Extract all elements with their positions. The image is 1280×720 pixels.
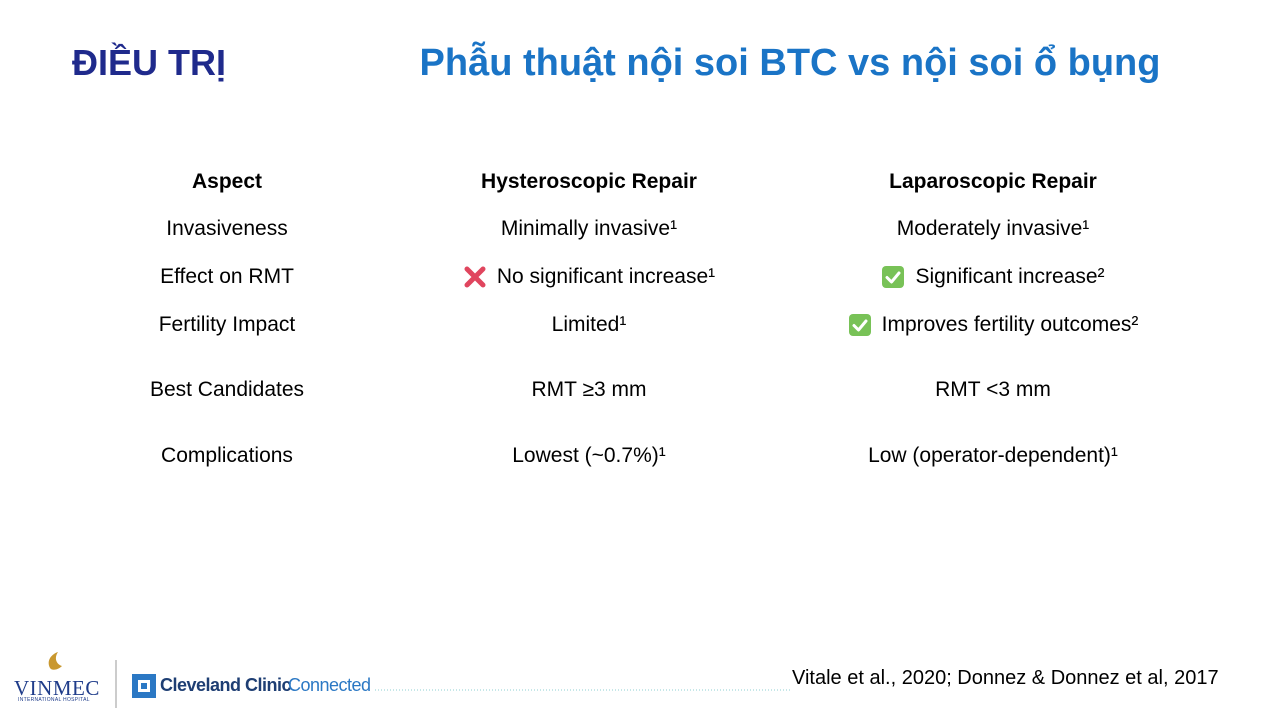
logo-text: Connected [288,675,371,695]
table-cell: Low (operator-dependent)¹ [868,444,1118,467]
table-cell-text: Improves fertility outcomes² [881,313,1139,336]
table-cell: Moderately invasive¹ [896,217,1090,240]
table-cell-text: Significant increase² [915,265,1105,288]
cleveland-emblem-core [141,683,147,689]
footer-decor [48,652,790,708]
column-header: Hysteroscopic Repair [481,170,697,193]
citation: Vitale et al., 2020; Donnez & Donnez et … [792,667,1219,689]
cross-icon [464,266,486,288]
table-cell: Best Candidates [149,378,305,401]
check-icon [882,266,905,288]
table-cell: Limited¹ [551,313,627,336]
table-cell: Minimally invasive¹ [500,217,678,240]
table-cell: RMT <3 mm [935,378,1051,401]
table-cell: Invasiveness [166,217,288,240]
logo-text: VINMEC [14,676,100,700]
vinmec-emblem [48,652,62,670]
table-cell-text: No significant increase¹ [496,265,716,288]
table-cell: RMT ≥3 mm [531,378,647,401]
table-cell: Improves fertility outcomes² [793,310,1193,340]
slide-subtitle: Phẫu thuật nội soi BTC vs nội soi ổ bụng [419,42,1161,84]
logo-text: Cleveland Clinic [160,675,292,695]
table-cell: Significant increase² [793,262,1193,292]
check-icon [848,314,871,336]
table-cell: Fertility Impact [158,313,296,336]
column-header: Laparoscopic Repair [889,170,1097,193]
table-cell: Lowest (~0.7%)¹ [512,444,666,467]
table-cell: Complications [161,444,293,467]
table-cell: Effect on RMT [160,265,294,288]
logo-subtext: INTERNATIONAL HOSPITAL [18,697,90,703]
slide-title: ĐIỀU TRỊ [72,42,227,83]
table-cell: No significant increase¹ [389,262,789,292]
column-header: Aspect [191,170,263,193]
